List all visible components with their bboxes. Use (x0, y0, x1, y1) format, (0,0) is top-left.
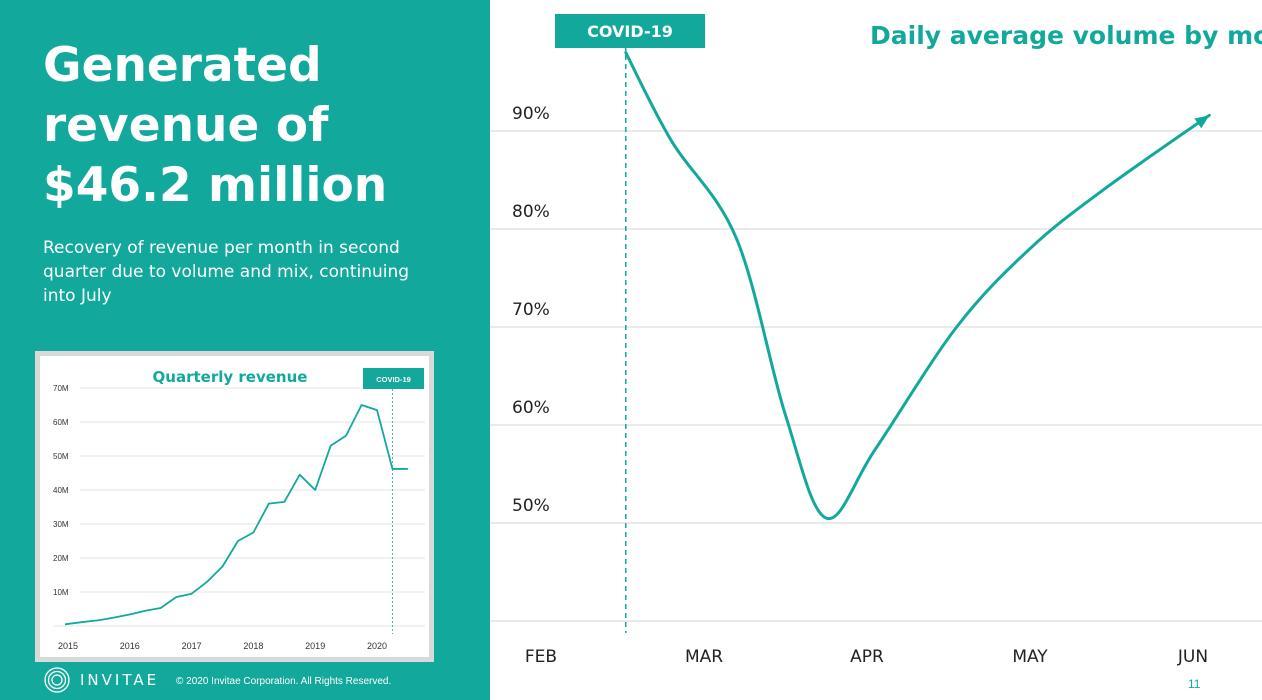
x-tick-label: MAY (1012, 647, 1048, 667)
mini-y-tick-label: 60M (53, 418, 69, 427)
page-number: 11 (1188, 677, 1201, 691)
mini-y-tick-label: 30M (53, 520, 69, 529)
mini-x-tick-label: 2019 (305, 641, 325, 651)
mini-x-tick-label: 2015 (58, 641, 78, 651)
x-tick-label: FEB (525, 647, 557, 667)
y-tick-label: 90% (512, 104, 550, 124)
mini-covid-annotation-box (363, 368, 424, 389)
mini-x-tick-label: 2020 (367, 641, 387, 651)
mini-x-tick-label: 2016 (120, 641, 140, 651)
x-tick-label: MAR (685, 647, 723, 667)
covid-annotation-label: COVID-19 (587, 22, 673, 41)
mini-chart-title: Quarterly revenue (153, 368, 308, 386)
mini-series-line-revenue (64, 404, 408, 626)
y-tick-label: 70% (512, 300, 550, 320)
y-tick-label: 80% (512, 202, 550, 222)
copyright-text: © 2020 Invitae Corporation. All Rights R… (176, 676, 392, 687)
daily-volume-chart: 90% 80% 70% 60% 50% FEB MAR APR MAY JUN COVID-19 Da… (490, 14, 1262, 667)
series-arrow-head (1194, 115, 1210, 129)
mini-x-tick-label: 2018 (243, 641, 263, 651)
y-tick-label: 50% (512, 496, 550, 516)
y-tick-label: 60% (512, 398, 550, 418)
brand-name: INVITAE (80, 671, 160, 689)
headline: Generated revenue of $46.2 million (43, 38, 388, 213)
left-panel: Generated revenue of $46.2 million Recov… (0, 0, 490, 700)
mini-x-tick-label: 2017 (182, 641, 202, 651)
covid-annotation-box (555, 14, 705, 48)
x-tick-label: APR (850, 647, 884, 667)
chart-title: Daily average volume by month (870, 21, 1262, 50)
quarterly-revenue-chart: 70M 60M 50M 40M 30M 20M 10M 2015 2016 2017 2018 201… (40, 356, 429, 657)
mini-y-tick-label: 70M (53, 384, 69, 393)
mini-y-tick-label: 40M (53, 486, 69, 495)
quarterly-revenue-chart-frame: 70M 60M 50M 40M 30M 20M 10M 2015 2016 2017 2018 201… (35, 351, 434, 662)
subtext: Recovery of revenue per month in second … (43, 238, 410, 306)
mini-y-tick-label: 10M (53, 588, 69, 597)
x-tick-label: JUN (1177, 647, 1208, 667)
mini-y-tick-label: 20M (53, 554, 69, 563)
invitae-logo: INVITAE (43, 666, 159, 694)
series-line-daily-volume (624, 51, 1211, 520)
mini-y-tick-label: 50M (53, 452, 69, 461)
invitae-logo-icon (44, 667, 70, 693)
mini-covid-annotation-label: COVID-19 (376, 375, 411, 384)
